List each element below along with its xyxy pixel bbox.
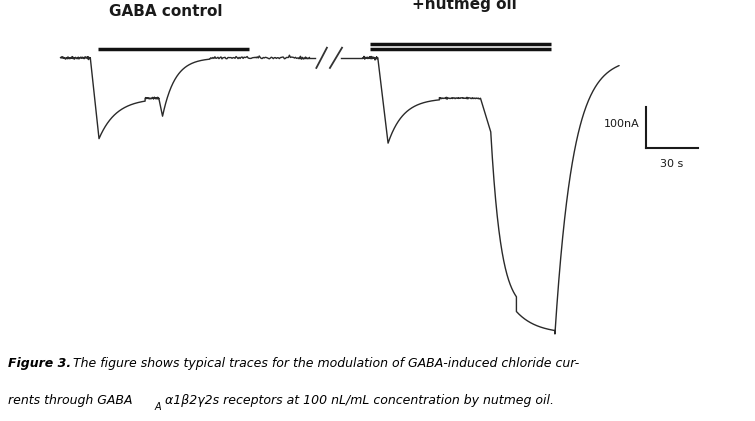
Text: A: A xyxy=(154,402,161,412)
Text: rents through GABA: rents through GABA xyxy=(8,394,132,408)
Text: α1β2γ2s receptors at 100 nL/mL concentration by nutmeg oil.: α1β2γ2s receptors at 100 nL/mL concentra… xyxy=(161,394,553,408)
Text: The figure shows typical traces for the modulation of GABA-induced chloride cur-: The figure shows typical traces for the … xyxy=(73,357,580,370)
Text: Figure 3.: Figure 3. xyxy=(8,357,71,370)
Text: 30 s: 30 s xyxy=(661,159,683,169)
Text: 100nA: 100nA xyxy=(604,119,639,129)
Text: GABA control: GABA control xyxy=(109,3,223,19)
Text: +nutmeg oil: +nutmeg oil xyxy=(412,0,516,12)
